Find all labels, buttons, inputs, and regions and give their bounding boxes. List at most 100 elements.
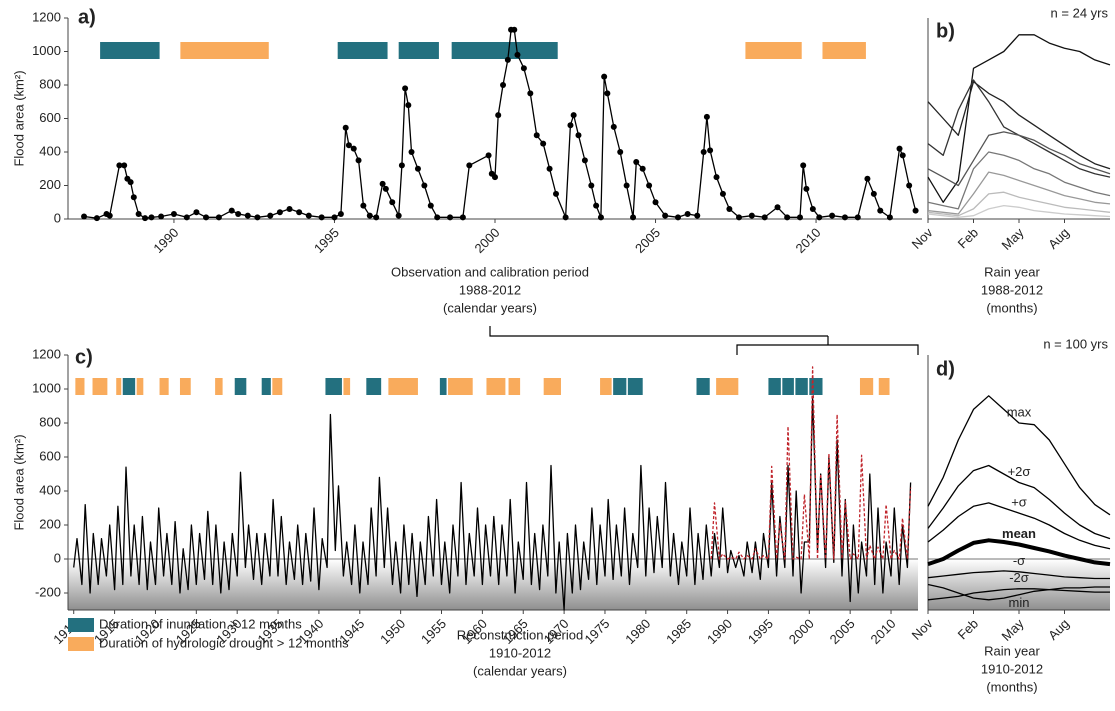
data-point [511,26,518,33]
series-line [927,171,1111,215]
panel-label: a) [78,6,96,28]
data-point [235,210,242,217]
data-point [604,90,611,97]
x-tick-label: 1990 [704,616,735,647]
x-axis-label: Rain year [984,264,1040,279]
data-point [342,124,349,131]
data-point [662,212,669,219]
series-line [927,583,1110,601]
data-point [495,112,502,119]
data-point [485,152,492,159]
period-bar [272,378,283,395]
data-point [127,179,134,186]
data-point [405,102,412,109]
data-point [447,214,454,221]
data-point [527,90,534,97]
data-point [466,162,473,169]
data-point [276,209,283,216]
data-point [694,212,701,219]
legend-swatch [68,637,94,651]
panel-label: c) [75,346,93,368]
period-bar [398,42,439,59]
x-axis-label: 1910-2012 [981,661,1043,676]
series-line [927,34,1111,203]
period-bar [215,378,223,395]
x-tick-label: 1990 [150,225,181,256]
period-bar [159,378,169,395]
x-tick-label: 2000 [471,225,502,256]
data-point [398,162,405,169]
legend-label: Duration of hydrologic drought > 12 mont… [99,635,349,650]
data-point [553,190,559,197]
x-tick-label: 1955 [418,616,449,647]
series-line [927,538,1111,567]
series-line [927,191,1111,217]
data-point [81,213,88,220]
series-line [927,81,1111,170]
period-bar [809,378,823,395]
data-point [514,51,521,58]
period-bar [122,378,136,395]
data-point [639,165,646,172]
period-bar [343,378,351,395]
period-bar [859,378,874,395]
data-point [633,159,640,166]
y-tick-label: 1200 [32,9,61,24]
series-line [927,570,1110,580]
data-point [877,207,884,214]
y-tick-label: 400 [39,143,61,158]
x-tick-label: Nov [909,616,936,643]
data-point [588,182,595,189]
data-point [803,185,810,192]
y-tick-label: 200 [39,516,61,531]
data-point [434,214,441,221]
x-tick-label: 1980 [622,616,653,647]
data-point [254,214,261,221]
data-point [148,214,155,221]
period-bar [745,42,802,59]
period-bar [180,42,269,59]
period-bar [234,378,247,395]
series-label: min [1009,595,1030,610]
data-point [593,202,600,209]
data-point [296,209,303,216]
period-bar [439,378,447,395]
data-point [675,214,681,221]
x-tick-label: 2010 [868,616,899,647]
series-line [927,131,1111,187]
period-bar [795,378,808,395]
data-point [601,73,608,80]
y-tick-label: 0 [54,550,61,565]
data-point [886,214,893,221]
period-bar [696,378,710,395]
data-point [331,214,338,221]
data-point [736,214,742,221]
data-point [267,212,274,219]
data-point [912,207,919,214]
panel-label: b) [936,20,955,42]
period-bar [600,378,612,395]
data-point [684,210,691,217]
y-axis-label: Flood area (km²) [11,70,26,166]
data-point [170,210,177,217]
series-line [927,79,1111,178]
data-point [93,215,100,222]
data-point [719,190,726,197]
data-point [215,214,222,221]
data-point [748,212,755,219]
data-point [116,162,123,169]
y-tick-label: 600 [39,110,61,125]
data-point [121,162,128,169]
period-bar [716,378,739,395]
x-tick-label: 2005 [632,225,663,256]
data-point [652,199,659,206]
data-point [623,182,630,189]
data-point [427,202,434,209]
data-point [870,190,877,197]
period-bar [878,378,890,395]
period-bar [179,378,191,395]
y-tick-label: 800 [39,76,61,91]
legend-swatch [68,618,94,632]
data-point [906,182,913,189]
